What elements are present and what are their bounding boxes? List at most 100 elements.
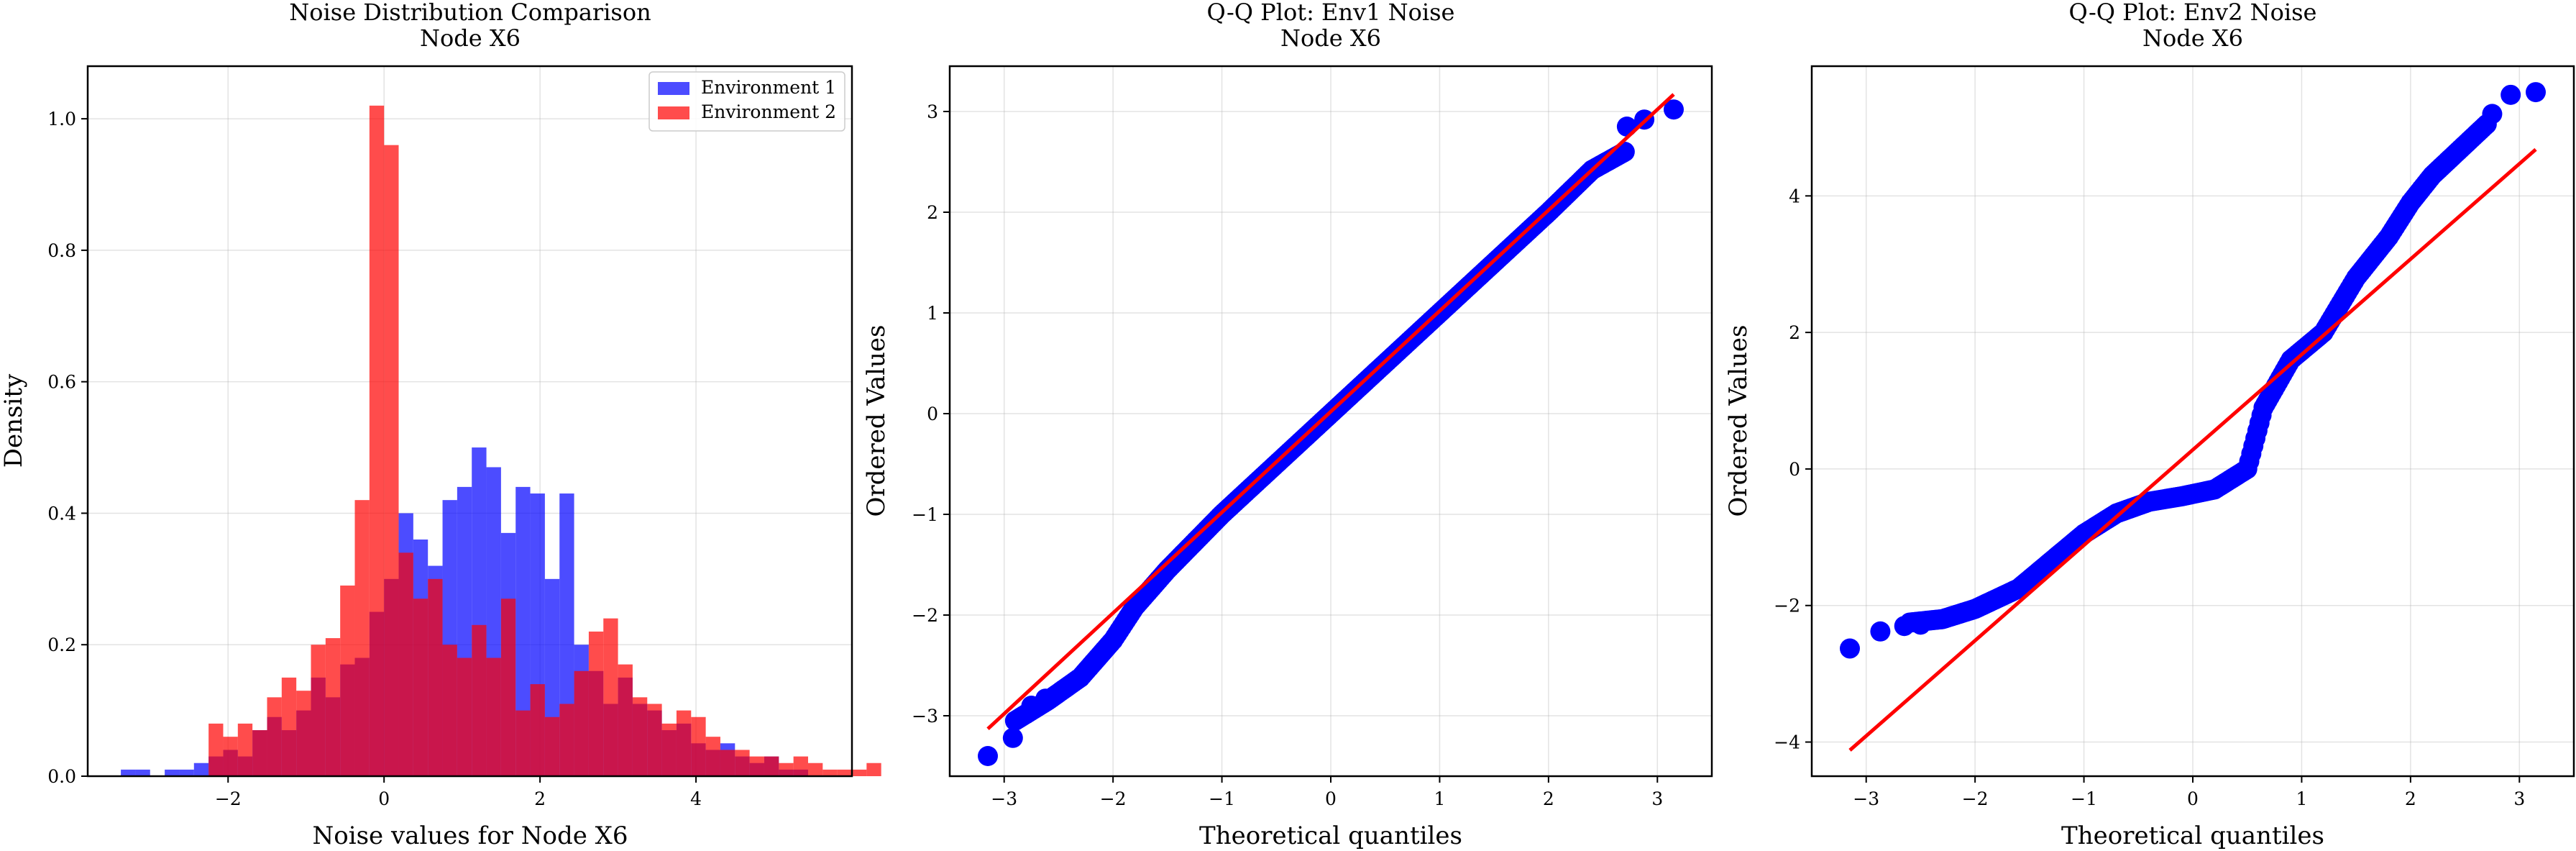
qq-point bbox=[1910, 614, 1931, 635]
hist-bar-env2 bbox=[779, 763, 794, 776]
y-tick-label: 4 bbox=[1789, 186, 1800, 206]
hist-bar-env2 bbox=[647, 704, 662, 776]
qq-point bbox=[1002, 727, 1023, 748]
qq2-title: Q-Q Plot: Env2 Noise bbox=[2069, 0, 2317, 26]
y-tick-label: 0.6 bbox=[47, 372, 76, 393]
qq2-subtitle: Node X6 bbox=[2142, 24, 2243, 52]
hist-bar-env2 bbox=[720, 750, 735, 776]
x-tick-label: 2 bbox=[1543, 788, 1554, 809]
hist-bar-env2 bbox=[325, 638, 341, 776]
x-tick-label: −3 bbox=[991, 788, 1017, 809]
hist-bar-env2 bbox=[296, 691, 311, 776]
y-tick-label: 0 bbox=[927, 404, 938, 424]
hist-bar-env2 bbox=[676, 710, 692, 776]
hist-bar-env2 bbox=[354, 500, 370, 776]
qq-env2-panel: Q-Q Plot: Env2 Noise Node X6 Theoretical… bbox=[1724, 0, 2575, 850]
hist-bar-env2 bbox=[515, 710, 531, 776]
hist-bar-env2 bbox=[837, 769, 852, 776]
plot-frame bbox=[1810, 65, 2575, 778]
hist-bar-env2 bbox=[632, 697, 648, 776]
hist-bar-env2 bbox=[369, 105, 385, 777]
y-tick-label: 2 bbox=[927, 202, 938, 223]
hist-subtitle: Node X6 bbox=[420, 24, 521, 52]
hist-bar-env2 bbox=[252, 730, 267, 776]
qq-point bbox=[2526, 82, 2546, 103]
legend-label: Environment 1 bbox=[701, 77, 836, 98]
hist-ylabel: Density bbox=[0, 373, 28, 468]
hist-bar-env2 bbox=[603, 618, 618, 776]
y-tick-label: 0 bbox=[1789, 459, 1800, 480]
hist-bar-env2 bbox=[311, 645, 326, 776]
y-tick-label: 1 bbox=[927, 303, 938, 324]
plot-area bbox=[88, 66, 881, 777]
hist-bar-env2 bbox=[442, 645, 457, 776]
hist-bar-env1 bbox=[135, 769, 150, 776]
x-tick-label: 0 bbox=[2187, 788, 2199, 809]
hist-bar-env1 bbox=[165, 769, 180, 776]
x-tick-label: −2 bbox=[1100, 788, 1127, 809]
qq-point bbox=[1616, 117, 1637, 137]
hist-bar-env2 bbox=[398, 552, 413, 776]
hist-bar-env2 bbox=[559, 704, 574, 776]
x-tick-label: −2 bbox=[1962, 788, 1989, 809]
hist-bar-env2 bbox=[793, 756, 808, 776]
x-tick-label: 4 bbox=[690, 788, 702, 809]
qq2-ylabel: Ordered Values bbox=[1724, 324, 1753, 516]
y-tick-label: 1.0 bbox=[47, 109, 76, 129]
hist-bar-env2 bbox=[749, 756, 764, 776]
plot-area bbox=[950, 66, 1712, 776]
hist-bar-env2 bbox=[705, 737, 720, 776]
y-tick-label: 0.8 bbox=[47, 240, 76, 261]
x-tick-label: 1 bbox=[2296, 788, 2307, 809]
hist-bar-env2 bbox=[807, 763, 823, 776]
qq-point bbox=[1870, 621, 1891, 642]
hist-xlabel: Noise values for Node X6 bbox=[313, 822, 628, 850]
y-tick-label: −3 bbox=[912, 706, 938, 727]
hist-bar-env2 bbox=[822, 769, 838, 776]
y-tick-label: −4 bbox=[1774, 732, 1800, 753]
plot-frame bbox=[86, 65, 853, 778]
qq2-xlabel: Theoretical quantiles bbox=[2061, 822, 2324, 850]
plot-area bbox=[1812, 66, 2574, 776]
hist-bar-env2 bbox=[428, 578, 443, 776]
hist-bar-env2 bbox=[281, 677, 297, 776]
x-tick-label: 3 bbox=[2513, 788, 2525, 809]
legend: Environment 1 Environment 2 bbox=[648, 71, 845, 132]
y-tick-label: −2 bbox=[912, 605, 938, 626]
x-tick-label: 1 bbox=[1434, 788, 1445, 809]
x-tick-label: 3 bbox=[1651, 788, 1663, 809]
qq1-title: Q-Q Plot: Env1 Noise bbox=[1207, 0, 1455, 26]
qq-env1-panel: Q-Q Plot: Env1 Noise Node X6 Theoretical… bbox=[862, 0, 1713, 850]
hist-bar-env2 bbox=[735, 750, 750, 776]
x-tick-label: −3 bbox=[1853, 788, 1879, 809]
hist-bar-env2 bbox=[413, 599, 428, 776]
hist-bar-env1 bbox=[179, 769, 194, 776]
hist-bar-env2 bbox=[500, 599, 516, 776]
hist-bar-env2 bbox=[574, 670, 589, 776]
hist-bar-env2 bbox=[661, 723, 677, 776]
qq-reference-line bbox=[1848, 147, 2537, 752]
hist-bar-env1 bbox=[515, 486, 531, 776]
hist-bar-env2 bbox=[588, 631, 604, 776]
qq-point bbox=[1894, 616, 1915, 637]
qq-point bbox=[2482, 104, 2503, 124]
hist-bar-env2 bbox=[544, 716, 560, 776]
legend-swatch bbox=[658, 106, 689, 119]
x-tick-label: 2 bbox=[2405, 788, 2416, 809]
hist-bar-env1 bbox=[121, 769, 136, 776]
hist-bar-env2 bbox=[472, 624, 487, 776]
hist-bar-env1 bbox=[193, 763, 209, 776]
qq-point bbox=[1664, 99, 1684, 120]
plot-frame bbox=[948, 65, 1713, 778]
hist-bar-env2 bbox=[457, 657, 472, 776]
qq-reference-line bbox=[986, 93, 1675, 731]
y-tick-label: −1 bbox=[912, 504, 938, 525]
x-tick-label: −1 bbox=[1209, 788, 1235, 809]
x-tick-label: 2 bbox=[534, 788, 546, 809]
x-tick-label: 0 bbox=[378, 788, 390, 809]
hist-bar-env2 bbox=[223, 737, 238, 776]
hist-bar-env2 bbox=[691, 716, 706, 776]
qq1-subtitle: Node X6 bbox=[1280, 24, 1381, 52]
x-tick-label: −1 bbox=[2071, 788, 2097, 809]
hist-bar-env2 bbox=[208, 723, 224, 776]
